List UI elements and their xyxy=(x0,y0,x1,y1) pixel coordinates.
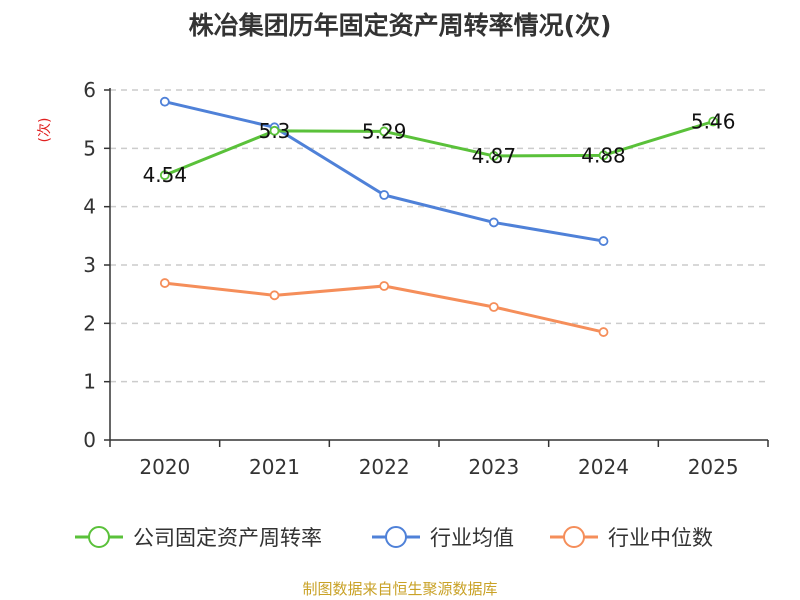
data-point xyxy=(598,236,609,246)
x-tick-label: 2023 xyxy=(468,455,519,479)
y-axis-label: (次) xyxy=(37,118,53,143)
y-tick-label: 6 xyxy=(83,78,96,102)
y-tick-label: 5 xyxy=(83,136,96,160)
data-point xyxy=(269,125,280,136)
legend-label: 公司固定资产周转率 xyxy=(133,526,322,550)
source-note: 制图数据来自恒生聚源数据库 xyxy=(302,580,497,598)
y-tick-label: 0 xyxy=(83,428,96,452)
data-label: 5.29 xyxy=(362,119,407,143)
axes: 0 1 2 3 4 5 6 2020 2021 2022 2023 2024 2025 xyxy=(83,78,769,479)
data-point xyxy=(379,126,390,137)
legend: 公司固定资产周转率 行业均值 行业中位数 xyxy=(75,526,713,550)
data-label: 4.54 xyxy=(143,163,188,187)
legend-label: 行业均值 xyxy=(430,526,514,550)
y-tick-label: 4 xyxy=(83,195,96,219)
x-tick-label: 2020 xyxy=(139,455,190,479)
y-tick-label: 3 xyxy=(83,253,96,277)
data-label: 4.87 xyxy=(472,144,517,168)
data-point xyxy=(488,151,499,161)
data-point xyxy=(598,327,609,337)
data-point xyxy=(159,96,170,107)
data-label: 5.46 xyxy=(691,110,736,134)
legend-label: 行业中位数 xyxy=(608,526,713,550)
series-layer xyxy=(159,96,719,337)
x-tick-label: 2021 xyxy=(249,455,300,479)
series-line xyxy=(164,120,714,177)
data-point xyxy=(269,290,280,301)
y-tick-label: 1 xyxy=(83,370,96,394)
y-tick-label: 2 xyxy=(83,311,96,335)
chart-title: 株冶集团历年固定资产周转率情况(次) xyxy=(189,11,612,40)
data-point xyxy=(159,278,170,288)
data-point xyxy=(708,116,719,127)
x-tick-label: 2024 xyxy=(578,455,629,479)
data-point xyxy=(379,281,390,291)
data-point xyxy=(159,170,170,181)
data-labels: 4.54 5.3 5.29 4.87 4.88 5.46 xyxy=(143,110,736,188)
data-point xyxy=(488,217,499,228)
data-point xyxy=(598,150,609,161)
legend-marker xyxy=(563,526,585,548)
x-tick-label: 2022 xyxy=(359,455,410,479)
legend-marker xyxy=(385,526,407,548)
x-tick-label: 2025 xyxy=(688,455,739,479)
data-label: 4.88 xyxy=(581,143,626,167)
data-point xyxy=(488,302,499,312)
data-point xyxy=(379,190,390,200)
legend-marker xyxy=(88,526,110,548)
data-label: 5.3 xyxy=(259,119,291,143)
